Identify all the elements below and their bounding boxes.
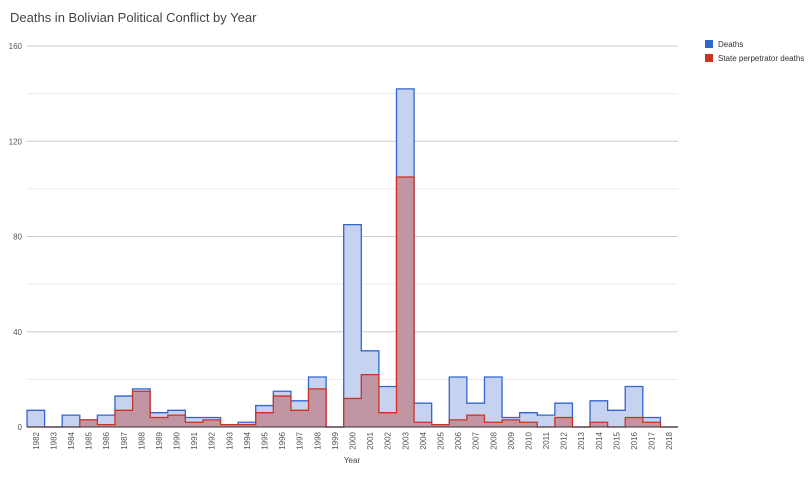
- x-tick-label: 1993: [225, 431, 234, 449]
- x-tick-label: 2005: [436, 431, 445, 449]
- x-tick-label: 1997: [296, 431, 305, 449]
- x-tick-label: 2007: [472, 431, 481, 449]
- x-tick-label: 2013: [577, 431, 586, 449]
- x-tick-label: 1992: [208, 431, 217, 449]
- series-area-deaths: [27, 88, 678, 428]
- x-tick-label: 2010: [524, 431, 533, 449]
- chart-title: Deaths in Bolivian Political Conflict by…: [10, 10, 257, 25]
- series-layer: [26, 88, 678, 428]
- x-axis-ticks: 1982 1983 1984 1985 1986 1987 1988 1989 1990 1991…: [32, 431, 674, 449]
- x-tick-label: 1988: [137, 431, 146, 449]
- x-tick-label: 1999: [331, 431, 340, 449]
- y-tick-label: 40: [13, 328, 22, 337]
- x-tick-label: 2000: [349, 431, 358, 449]
- legend-swatch: [705, 54, 713, 62]
- y-tick-label: 160: [9, 42, 23, 51]
- x-tick-label: 1998: [313, 431, 322, 449]
- x-tick-label: 2016: [630, 431, 639, 449]
- x-tick-label: 2006: [454, 431, 463, 449]
- x-tick-label: 2012: [560, 431, 569, 449]
- x-tick-label: 2011: [542, 431, 551, 449]
- legend-label: Deaths: [718, 40, 743, 49]
- x-tick-label: 2018: [665, 431, 674, 449]
- legend-swatch: [705, 40, 713, 48]
- x-tick-label: 1995: [261, 431, 270, 449]
- x-tick-label: 1983: [49, 431, 58, 449]
- x-tick-label: 2003: [401, 431, 410, 449]
- x-tick-label: 2008: [489, 431, 498, 449]
- x-tick-label: 1996: [278, 431, 287, 449]
- x-tick-label: 1991: [190, 431, 199, 449]
- x-tick-label: 1990: [173, 431, 182, 449]
- x-tick-label: 1994: [243, 431, 252, 449]
- y-axis-ticks: 0 40 80 120 160: [9, 42, 23, 432]
- x-tick-label: 2002: [384, 431, 393, 449]
- x-tick-label: 2014: [595, 431, 604, 449]
- x-tick-label: 2015: [612, 431, 621, 449]
- x-tick-label: 1985: [85, 431, 94, 449]
- x-axis-label: Year: [344, 456, 361, 465]
- x-tick-label: 2001: [366, 431, 375, 449]
- x-tick-label: 2009: [507, 431, 516, 449]
- y-tick-label: 120: [9, 137, 23, 146]
- y-tick-label: 0: [18, 423, 23, 432]
- x-tick-label: 1986: [102, 431, 111, 449]
- legend-label: State perpetrator deaths: [718, 54, 804, 63]
- x-tick-label: 1982: [32, 431, 41, 449]
- x-tick-label: 2004: [419, 431, 428, 449]
- x-tick-label: 2017: [648, 431, 657, 449]
- series-line-deaths: [26, 88, 678, 428]
- x-tick-label: 1987: [120, 431, 129, 449]
- x-tick-label: 1984: [67, 431, 76, 449]
- y-tick-label: 80: [13, 233, 22, 242]
- series-line-state-perpetrator-deaths: [27, 176, 678, 428]
- legend: Deaths State perpetrator deaths: [705, 40, 804, 63]
- x-tick-label: 1989: [155, 431, 164, 449]
